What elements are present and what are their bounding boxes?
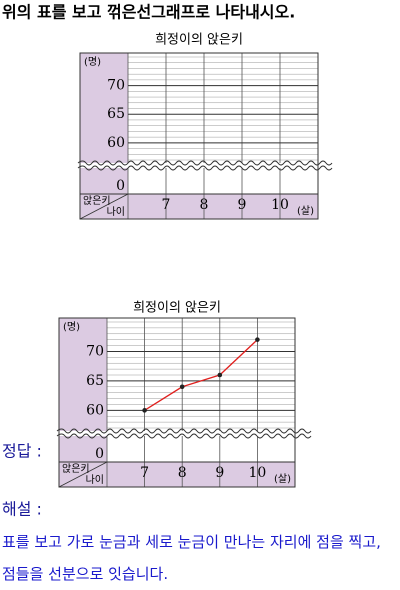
- data-point: [179, 384, 185, 390]
- x-unit: (살): [274, 473, 291, 485]
- chart-title: 희정이의 앉은키: [155, 33, 243, 48]
- break-wave: [77, 165, 333, 171]
- chart-title: 희정이의 앉은키: [133, 301, 221, 316]
- y-tick-label: 0: [116, 178, 125, 194]
- data-point: [217, 372, 223, 378]
- break-wave: [56, 433, 312, 439]
- explanation-label: 해설 :: [2, 500, 42, 519]
- col-header: 나이: [86, 474, 104, 486]
- row-header: 앉은키: [83, 195, 111, 207]
- data-line: [144, 339, 258, 411]
- frame: [58, 317, 296, 488]
- break-band: [57, 431, 299, 436]
- y-tick-label: 70: [107, 78, 125, 94]
- break-wave: [77, 160, 333, 166]
- explanation: 표를 보고 가로 눈금과 세로 눈금이 만나는 자리에 점을 찍고, 점들을 선…: [2, 533, 381, 583]
- x-tick-label: 7: [140, 465, 149, 481]
- x-tick-label: 10: [248, 465, 266, 481]
- break-band: [78, 163, 322, 168]
- y-tick-label: 65: [107, 106, 125, 122]
- instruction: 위의 표를 보고 꺾은선그래프로 나타내시오.: [2, 3, 295, 22]
- row-header: 앉은키: [62, 463, 90, 475]
- x-tick-label: 8: [200, 197, 209, 213]
- x-tick-label: 9: [238, 197, 247, 213]
- corner-diagonal: [58, 461, 108, 488]
- y-label-column: [80, 53, 128, 219]
- y-tick-label: 0: [95, 446, 104, 462]
- y-tick-label: 65: [86, 373, 104, 389]
- answer-label: 정답 :: [2, 442, 42, 461]
- x-tick-label: 8: [178, 465, 187, 481]
- y-unit: (명): [84, 56, 101, 68]
- y-label-column: [59, 318, 107, 487]
- y-tick-label: 60: [86, 402, 104, 418]
- data-point: [142, 408, 147, 413]
- x-unit: (살): [297, 205, 314, 217]
- corner-diagonal: [79, 193, 129, 220]
- y-tick-label: 60: [107, 135, 125, 151]
- break-wave: [56, 428, 312, 434]
- y-unit: (명): [63, 321, 80, 333]
- x-tick-label: 9: [215, 465, 224, 481]
- x-tick-label: 7: [162, 197, 171, 213]
- col-header: 나이: [107, 206, 125, 218]
- x-tick-label: 10: [271, 197, 289, 213]
- data-point: [255, 337, 260, 342]
- y-tick-label: 70: [86, 343, 104, 359]
- frame: [79, 52, 319, 220]
